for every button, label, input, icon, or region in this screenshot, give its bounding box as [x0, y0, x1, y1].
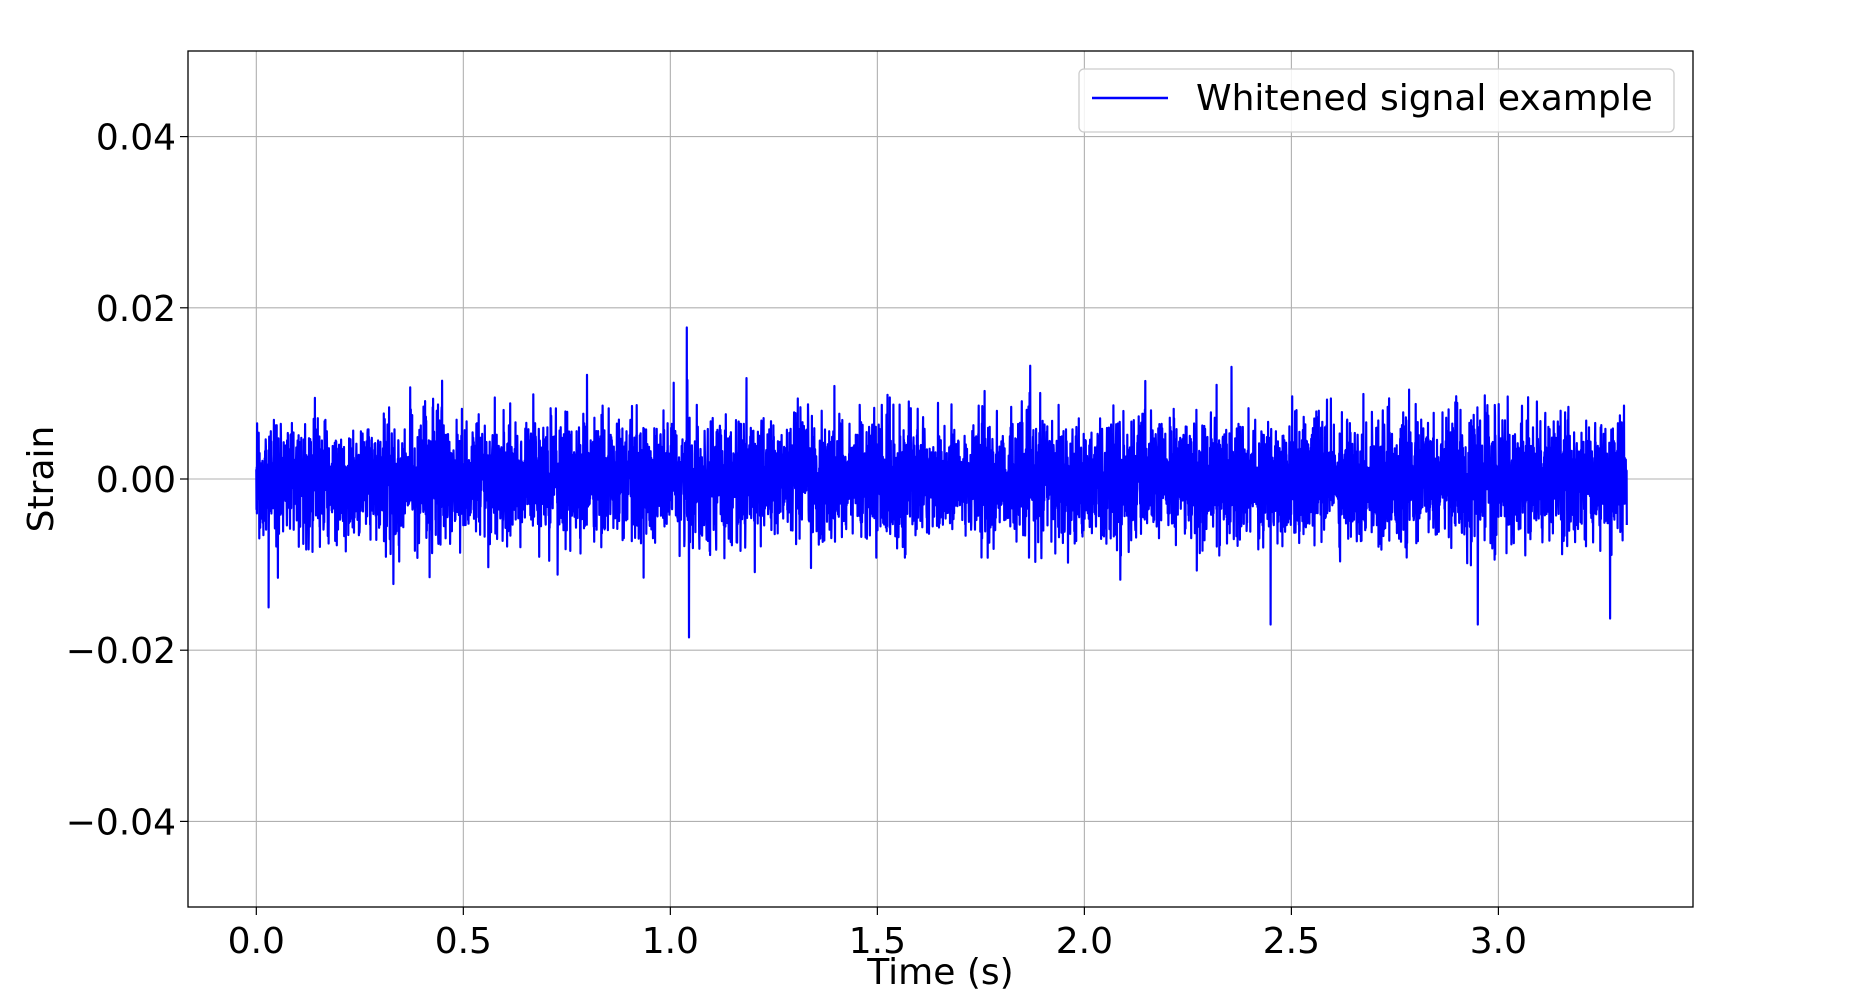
series-line-whitened-signal [255, 326, 1628, 639]
x-tick-label: 2.5 [1263, 921, 1320, 962]
legend-box [1078, 68, 1675, 133]
y-tick-label: −0.04 [66, 802, 176, 843]
ticks: 0.0 0.5 1.0 1.5 2.0 2.5 3.0 0.04 0.02 0.00 −0.02 −0… [66, 118, 1527, 962]
x-axis-label: Time (s) [866, 952, 1013, 993]
y-tick-label: 0.02 [96, 289, 176, 330]
series-layer [255, 326, 1628, 639]
x-tick-label: 2.0 [1056, 921, 1113, 962]
legend: Whitened signal example [1078, 68, 1675, 133]
legend-label: Whitened signal example [1196, 78, 1653, 119]
x-tick-label: 3.0 [1470, 921, 1527, 962]
x-tick-label: 0.0 [228, 921, 285, 962]
y-axis-label: Strain [21, 426, 62, 533]
y-tick-label: −0.02 [66, 631, 176, 672]
x-tick-label: 0.5 [435, 921, 492, 962]
x-tick-label: 1.0 [642, 921, 699, 962]
x-tick-label: 1.5 [849, 921, 906, 962]
y-tick-label: 0.04 [96, 118, 176, 159]
y-tick-label: 0.00 [96, 460, 176, 501]
